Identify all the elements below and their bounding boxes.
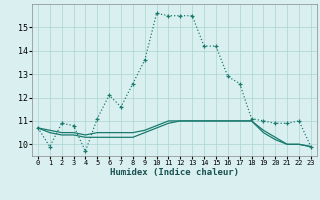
X-axis label: Humidex (Indice chaleur): Humidex (Indice chaleur) [110,168,239,177]
